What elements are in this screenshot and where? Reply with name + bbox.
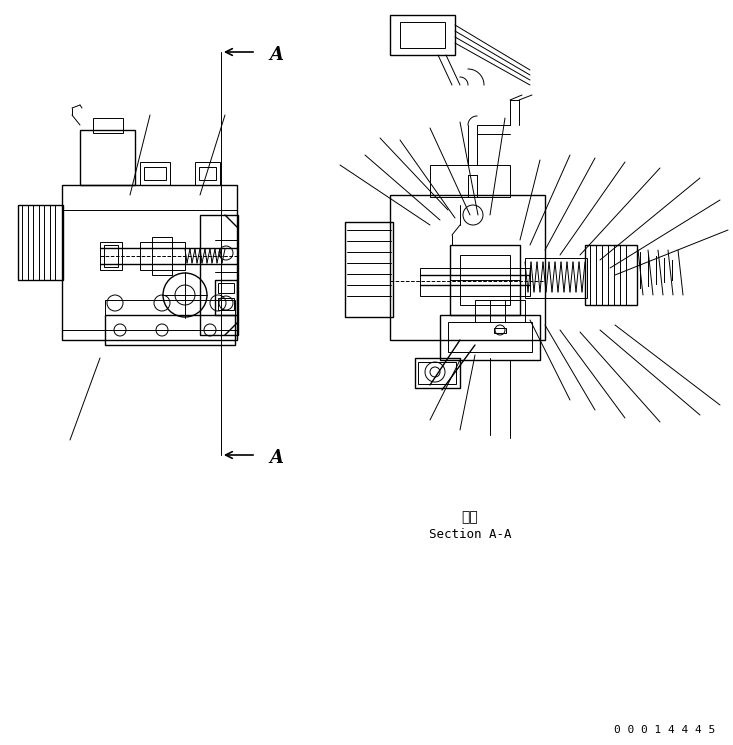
Bar [199,167,216,180]
Bar [152,237,172,275]
Bar [420,268,530,296]
Bar [105,300,235,315]
Bar [215,280,237,315]
Bar [218,298,234,310]
Bar [345,222,393,317]
Bar [390,195,545,340]
Bar [494,328,506,333]
Bar [218,283,234,293]
Bar [415,358,460,388]
Bar [140,162,170,185]
Bar [105,315,235,345]
Text: Section A-A: Section A-A [429,528,511,541]
Bar [144,167,166,180]
Bar [104,245,118,267]
Bar [390,15,455,55]
Bar [80,130,135,185]
Bar [140,242,185,270]
Bar [525,258,587,298]
Bar [430,165,510,197]
Bar [18,205,63,280]
Bar [440,315,540,360]
Bar [62,185,237,340]
Text: 断面: 断面 [462,510,479,524]
Bar [460,255,510,305]
Bar [450,245,520,315]
Bar [400,22,445,48]
Bar [200,215,238,335]
Bar [448,322,532,352]
Text: A: A [269,449,283,467]
Bar [585,245,637,305]
Bar [418,362,456,384]
Text: 0 0 0 1 4 4 4 5: 0 0 0 1 4 4 4 5 [614,725,715,735]
Bar [100,242,122,270]
Bar [475,300,525,322]
Text: A: A [269,46,283,64]
Bar [195,162,220,185]
Bar [93,118,123,133]
